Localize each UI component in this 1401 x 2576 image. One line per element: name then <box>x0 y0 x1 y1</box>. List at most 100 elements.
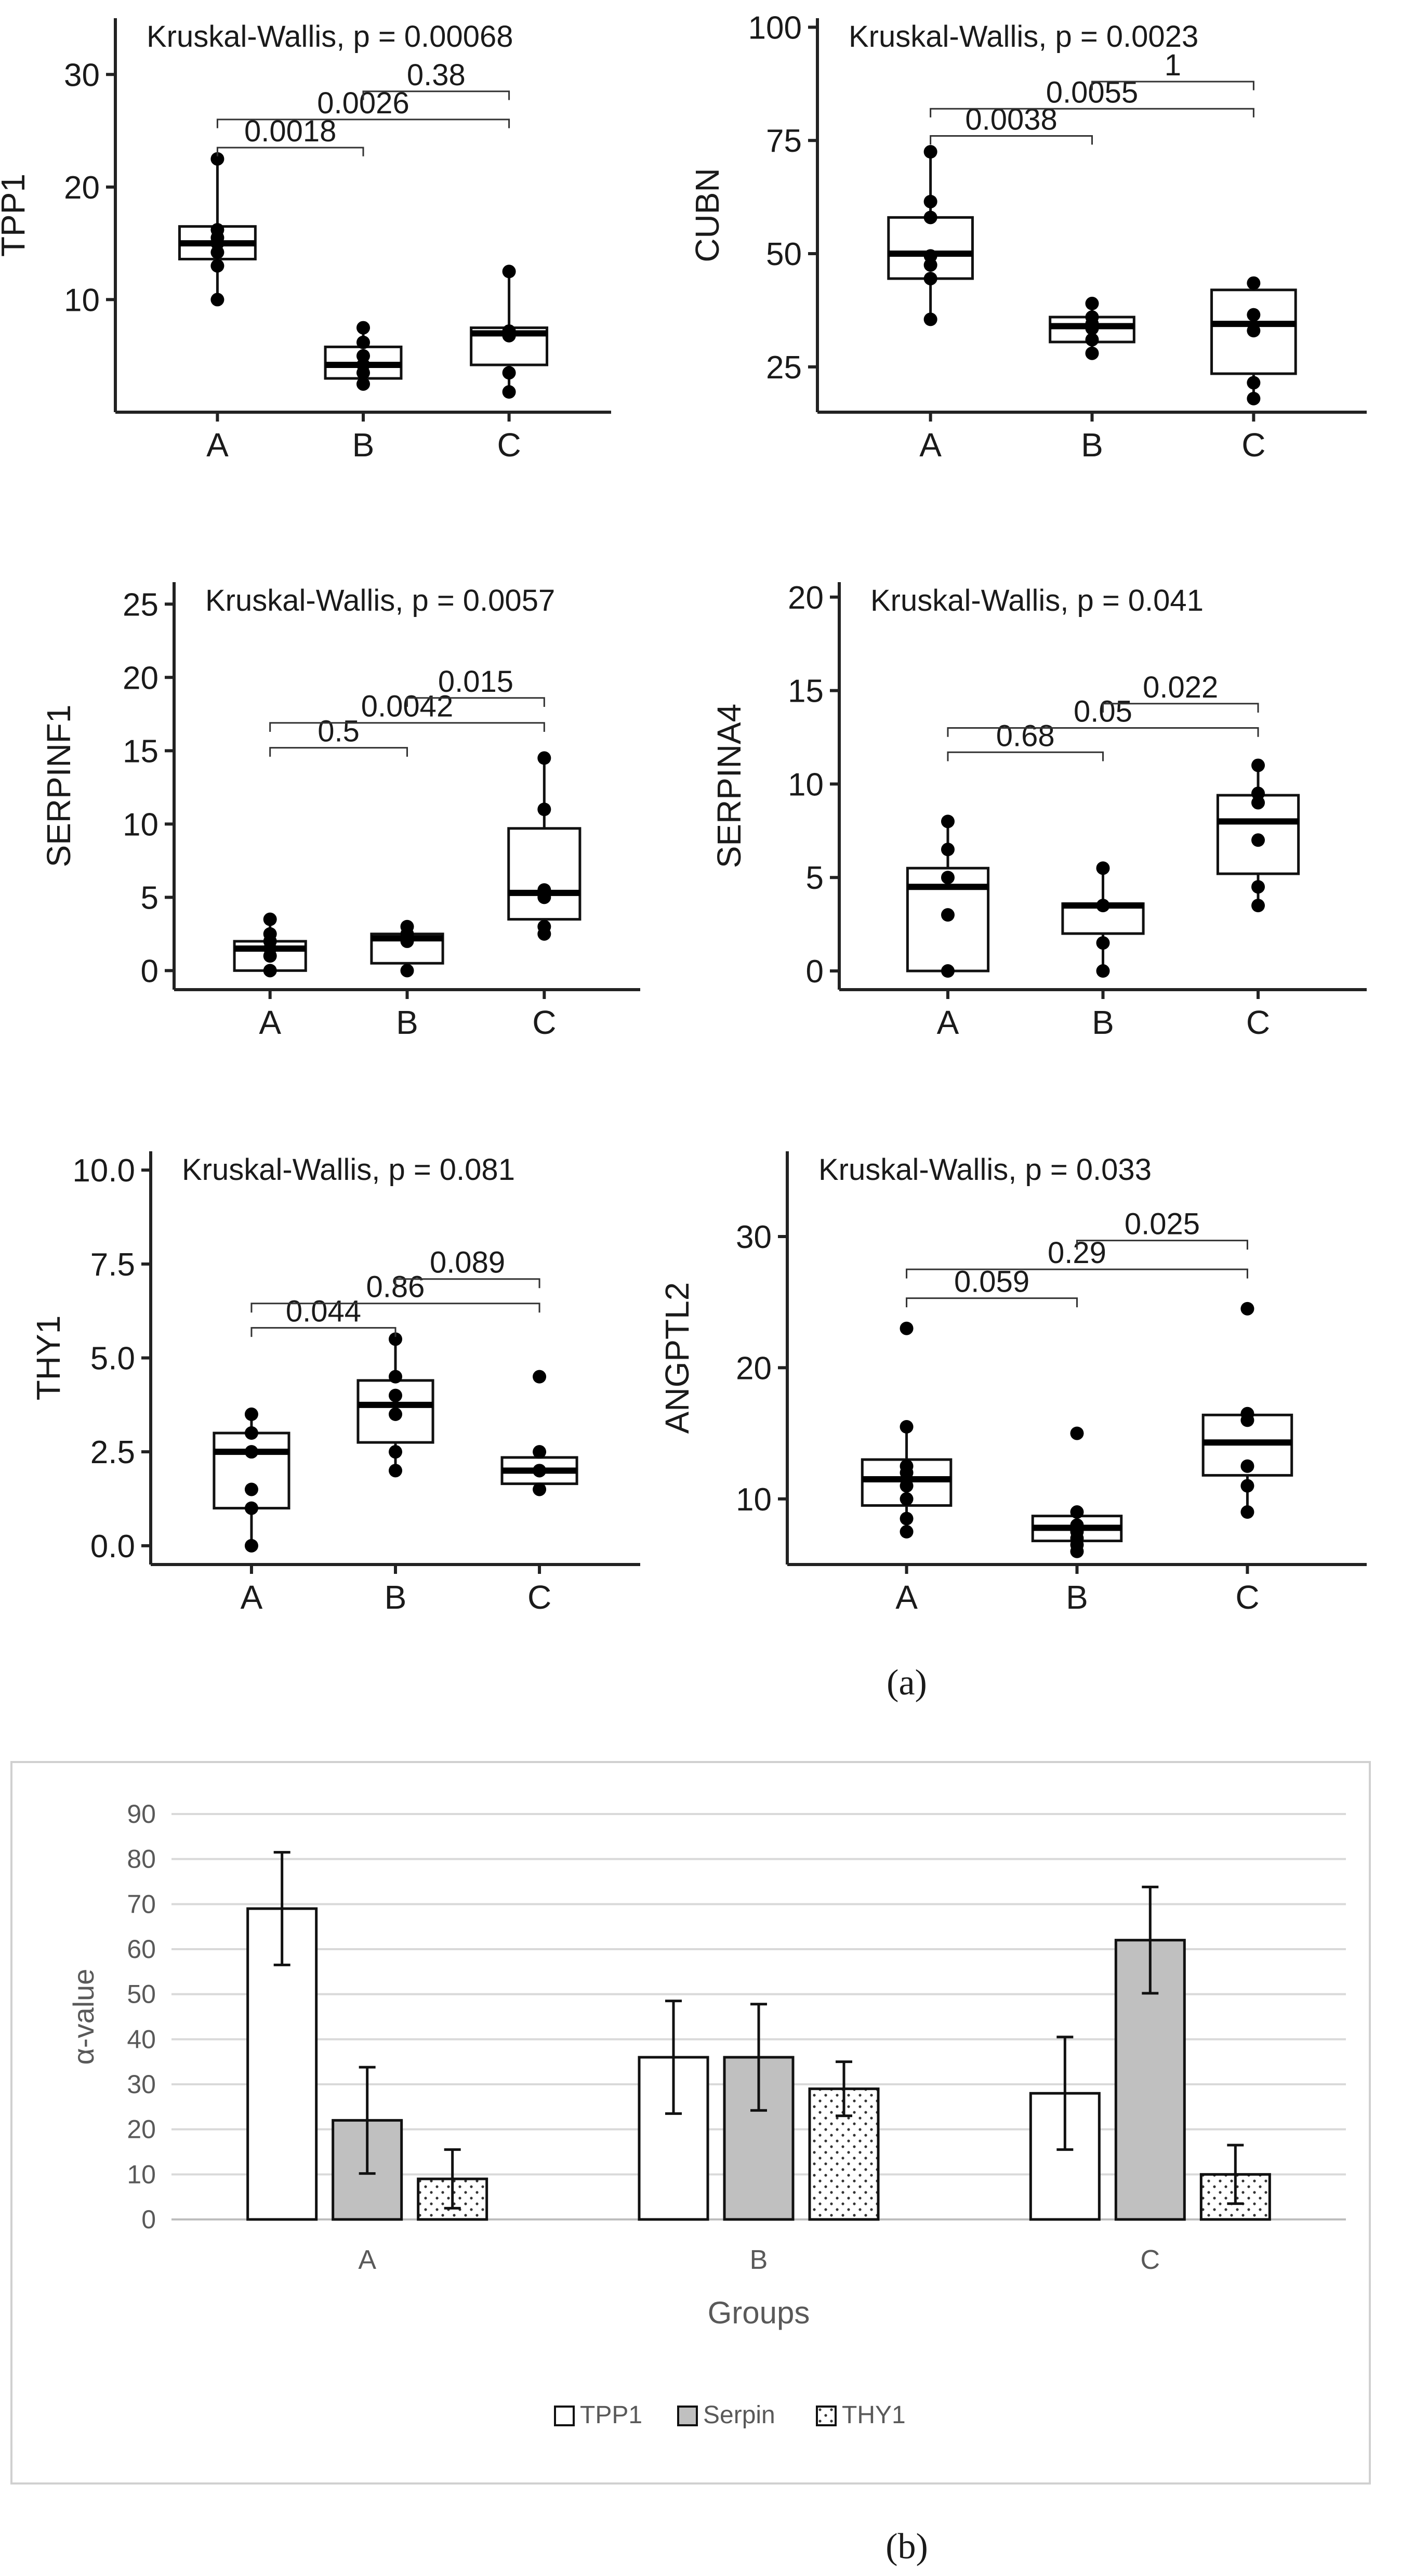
y-tick-label: 50 <box>127 1980 156 2009</box>
data-point <box>389 1332 402 1346</box>
y-tick-label: 5 <box>806 860 824 896</box>
data-point <box>210 152 224 166</box>
panel-b-label: (b) <box>885 2527 928 2567</box>
data-point <box>263 912 277 926</box>
data-point <box>1240 1459 1254 1473</box>
data-point <box>1096 964 1110 978</box>
data-point <box>900 1466 914 1480</box>
legend-label-tpp1: TPP1 <box>580 2401 642 2429</box>
y-tick-label: 30 <box>127 2070 156 2099</box>
data-point <box>1085 321 1099 335</box>
y-tick-label: 10 <box>736 1482 772 1518</box>
data-point <box>533 1370 547 1384</box>
kruskal-wallis-label: Kruskal-Wallis, p = 0.00068 <box>147 20 513 54</box>
data-point <box>502 265 516 279</box>
box-iqr <box>213 1431 290 1510</box>
data-point <box>1251 880 1265 894</box>
y-tick-label: 75 <box>766 123 802 159</box>
data-point <box>900 1512 914 1526</box>
data-point <box>502 385 516 399</box>
panel-b: 0 10 20 30 40 50 60 70 80 90 α-value Groups A B C TPP1 S… <box>67 1799 1346 2429</box>
comparison-bracket <box>269 722 545 732</box>
legend-swatch-thy1 <box>816 2406 837 2426</box>
box-b <box>370 919 444 978</box>
data-point <box>923 211 937 225</box>
comparison-a-b: 0.044 <box>250 1295 396 1337</box>
comparison-bracket <box>947 751 1104 761</box>
y-tick-label: 20 <box>123 660 158 696</box>
box-c <box>507 751 581 941</box>
x-tick-label: B <box>1092 1004 1114 1041</box>
comparison-b-c: 0.025 <box>1076 1207 1248 1250</box>
data-point <box>923 145 937 159</box>
data-point <box>210 293 224 307</box>
p-value-label: 0.044 <box>286 1295 361 1329</box>
y-tick-label: 20 <box>64 170 100 206</box>
kruskal-wallis-label: Kruskal-Wallis, p = 0.033 <box>818 1153 1152 1187</box>
data-point <box>533 1482 547 1496</box>
y-tick-label: 0 <box>141 2205 156 2234</box>
comparison-bracket <box>1102 703 1259 713</box>
legend-label-thy1: THY1 <box>842 2401 906 2429</box>
y-axis-label: CUBN <box>689 168 726 262</box>
data-point <box>1251 833 1265 847</box>
y-axis-label: SERPINF1 <box>40 705 77 868</box>
data-point <box>210 259 224 273</box>
box-a <box>178 152 257 307</box>
y-tick-label: 10.0 <box>72 1153 135 1189</box>
comparison-b-c: 0.089 <box>394 1246 540 1289</box>
data-point <box>502 366 516 380</box>
comparison-bracket <box>250 1303 540 1313</box>
data-point <box>1247 324 1261 338</box>
data-point <box>1251 899 1265 913</box>
box-c <box>470 265 549 399</box>
legend-swatch-serpin <box>677 2406 698 2426</box>
data-point <box>900 1524 914 1539</box>
comparison-bracket <box>906 1297 1078 1308</box>
y-tick-label: 60 <box>127 1935 156 1964</box>
y-tick-label: 20 <box>736 1350 772 1386</box>
x-tick-label: C <box>1141 2245 1160 2275</box>
data-point <box>900 1420 914 1434</box>
x-tick-label: B <box>396 1004 418 1041</box>
comparison-bracket <box>362 90 510 100</box>
x-axis-label: Groups <box>708 2295 810 2330</box>
data-point <box>244 1407 258 1421</box>
data-point <box>1240 1413 1254 1427</box>
data-point <box>900 1492 914 1506</box>
data-point <box>941 871 955 885</box>
y-axis-label: α-value <box>67 1969 100 2065</box>
data-point <box>1085 333 1099 347</box>
box-c <box>500 1370 578 1496</box>
y-tick-label: 40 <box>127 2025 156 2054</box>
y-tick-label: 90 <box>127 1799 156 1829</box>
y-tick-label: 10 <box>64 282 100 318</box>
x-tick-label: A <box>895 1579 918 1616</box>
data-point <box>400 964 414 978</box>
data-point <box>244 1445 258 1459</box>
legend: TPP1 Serpin THY1 <box>554 2401 906 2429</box>
y-tick-label: 20 <box>788 580 824 616</box>
comparison-a-b: 0.059 <box>906 1265 1078 1308</box>
p-value-label: 0.0055 <box>1046 75 1138 109</box>
p-value-label: 1 <box>1165 48 1181 82</box>
data-point <box>389 1407 402 1421</box>
data-point <box>1085 346 1099 360</box>
boxplot-thy1: 0.0 2.5 5.0 7.5 10.0 THY1 Kruskal-Wallis, p = … <box>30 1151 640 1616</box>
data-point <box>900 1321 914 1335</box>
p-value-label: 0.089 <box>430 1246 505 1280</box>
data-point <box>537 803 551 817</box>
comparison-bracket <box>250 1327 396 1337</box>
data-point <box>356 321 370 335</box>
box-a <box>906 814 990 978</box>
x-tick-label: C <box>1246 1004 1270 1041</box>
box-a <box>887 145 974 326</box>
data-point <box>1070 1505 1084 1519</box>
boxplot-angptl2: 10 20 30 ANGPTL2 Kruskal-Wallis, p = 0.033 A B… <box>658 1151 1367 1616</box>
data-point <box>389 1445 402 1459</box>
kruskal-wallis-label: Kruskal-Wallis, p = 0.041 <box>870 584 1204 617</box>
data-point <box>923 312 937 326</box>
data-point <box>1251 758 1265 772</box>
box-b <box>356 1332 434 1478</box>
panel-a-label: (a) <box>887 1663 927 1703</box>
